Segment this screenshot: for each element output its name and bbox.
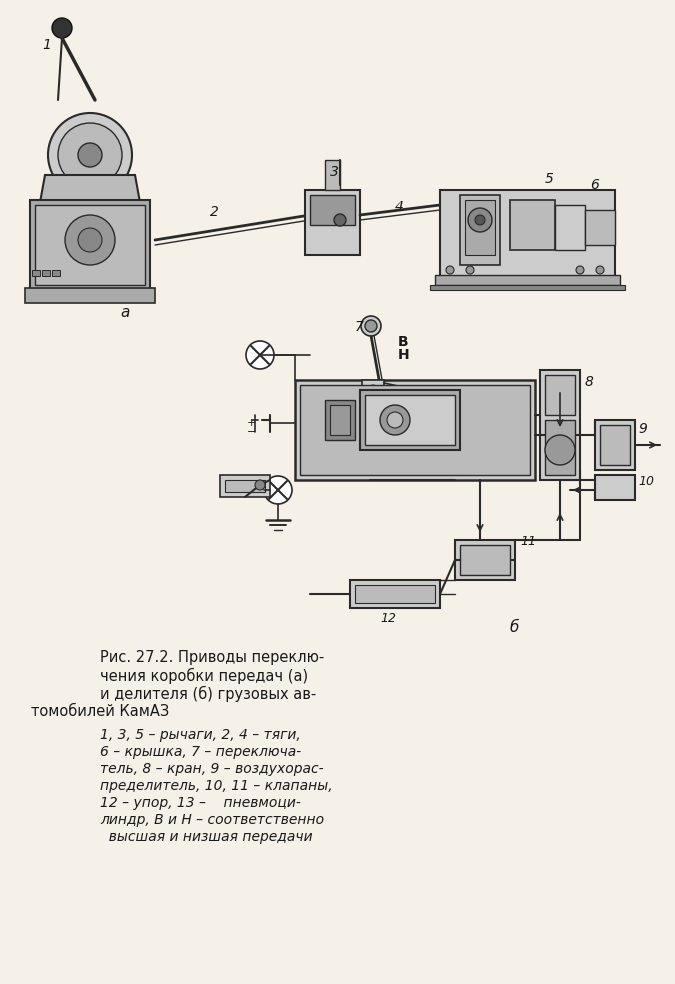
Bar xyxy=(362,380,384,410)
Circle shape xyxy=(334,214,346,226)
Text: 8: 8 xyxy=(585,375,594,389)
Bar xyxy=(42,270,50,276)
Circle shape xyxy=(576,266,584,274)
Circle shape xyxy=(255,480,265,490)
Text: 12: 12 xyxy=(380,612,396,625)
Bar xyxy=(460,195,500,265)
Text: −: − xyxy=(247,427,256,437)
Circle shape xyxy=(264,476,292,504)
Text: томобилей КамАЗ: томобилей КамАЗ xyxy=(31,704,169,719)
Bar xyxy=(30,200,150,290)
Text: 10: 10 xyxy=(638,475,654,488)
Circle shape xyxy=(468,208,492,232)
Text: б: б xyxy=(510,620,519,635)
Text: тель, 8 – кран, 9 – воздухорас-: тель, 8 – кран, 9 – воздухорас- xyxy=(100,762,323,776)
Circle shape xyxy=(365,320,377,332)
Text: 11: 11 xyxy=(520,535,536,548)
Circle shape xyxy=(58,123,122,187)
Bar xyxy=(600,425,630,465)
Bar xyxy=(545,420,575,475)
Circle shape xyxy=(387,412,403,428)
Circle shape xyxy=(596,266,604,274)
Text: В: В xyxy=(398,335,408,349)
Bar xyxy=(330,405,350,435)
Polygon shape xyxy=(35,175,145,230)
Text: 7: 7 xyxy=(355,320,364,334)
Circle shape xyxy=(466,266,474,274)
Bar xyxy=(305,190,360,255)
Circle shape xyxy=(52,18,72,38)
Bar xyxy=(585,210,615,245)
Text: 2: 2 xyxy=(210,205,219,219)
Text: 13: 13 xyxy=(392,395,408,408)
Bar xyxy=(325,400,355,440)
Text: 3: 3 xyxy=(330,165,339,179)
Bar xyxy=(440,190,615,280)
Bar xyxy=(25,288,155,303)
Bar xyxy=(430,285,625,290)
Bar xyxy=(510,200,555,250)
Bar xyxy=(225,480,265,492)
Text: 4: 4 xyxy=(395,200,404,214)
Bar xyxy=(35,205,145,285)
Text: чения коробки передач (а): чения коробки передач (а) xyxy=(100,668,308,684)
Text: 5: 5 xyxy=(545,172,554,186)
Bar xyxy=(435,275,620,285)
Bar xyxy=(355,585,435,603)
Bar xyxy=(300,385,530,475)
Text: а: а xyxy=(120,305,130,320)
Bar xyxy=(310,195,355,225)
Circle shape xyxy=(65,215,115,265)
Bar xyxy=(545,375,575,415)
Circle shape xyxy=(545,435,575,465)
Text: Рис. 27.2. Приводы переклю-: Рис. 27.2. Приводы переклю- xyxy=(100,650,324,665)
Text: 1: 1 xyxy=(42,38,51,52)
Circle shape xyxy=(475,215,485,225)
Bar xyxy=(52,270,60,276)
Circle shape xyxy=(446,266,454,274)
Bar xyxy=(32,270,40,276)
Text: 6: 6 xyxy=(590,178,599,192)
Bar xyxy=(595,475,635,500)
Circle shape xyxy=(368,385,378,395)
Circle shape xyxy=(380,405,410,435)
Bar xyxy=(460,545,510,575)
Text: 9: 9 xyxy=(638,422,647,436)
Circle shape xyxy=(48,113,132,197)
Text: 6 – крышка, 7 – переключа-: 6 – крышка, 7 – переключа- xyxy=(100,745,301,759)
Bar xyxy=(465,200,495,255)
Bar xyxy=(555,205,585,250)
Text: высшая и низшая передачи: высшая и низшая передачи xyxy=(100,830,313,844)
Bar xyxy=(220,475,270,497)
Text: линдр, В и Н – соответственно: линдр, В и Н – соответственно xyxy=(100,813,324,827)
Bar xyxy=(540,370,580,480)
Circle shape xyxy=(78,143,102,167)
Circle shape xyxy=(361,316,381,336)
Circle shape xyxy=(78,228,102,252)
Bar xyxy=(325,160,340,190)
Text: Н: Н xyxy=(398,348,410,362)
Bar xyxy=(350,580,440,608)
Text: 12 – упор, 13 –    пневмоци-: 12 – упор, 13 – пневмоци- xyxy=(100,796,301,810)
Bar xyxy=(595,420,635,470)
Bar xyxy=(365,395,455,445)
Bar xyxy=(360,390,460,450)
Bar xyxy=(295,380,535,480)
Text: 1, 3, 5 – рычаги, 2, 4 – тяги,: 1, 3, 5 – рычаги, 2, 4 – тяги, xyxy=(100,728,301,742)
Text: и делителя (б) грузовых ав-: и делителя (б) грузовых ав- xyxy=(100,686,317,703)
Bar xyxy=(455,540,515,580)
Text: +: + xyxy=(247,418,256,428)
Circle shape xyxy=(246,341,274,369)
Text: пределитель, 10, 11 – клапаны,: пределитель, 10, 11 – клапаны, xyxy=(100,779,333,793)
